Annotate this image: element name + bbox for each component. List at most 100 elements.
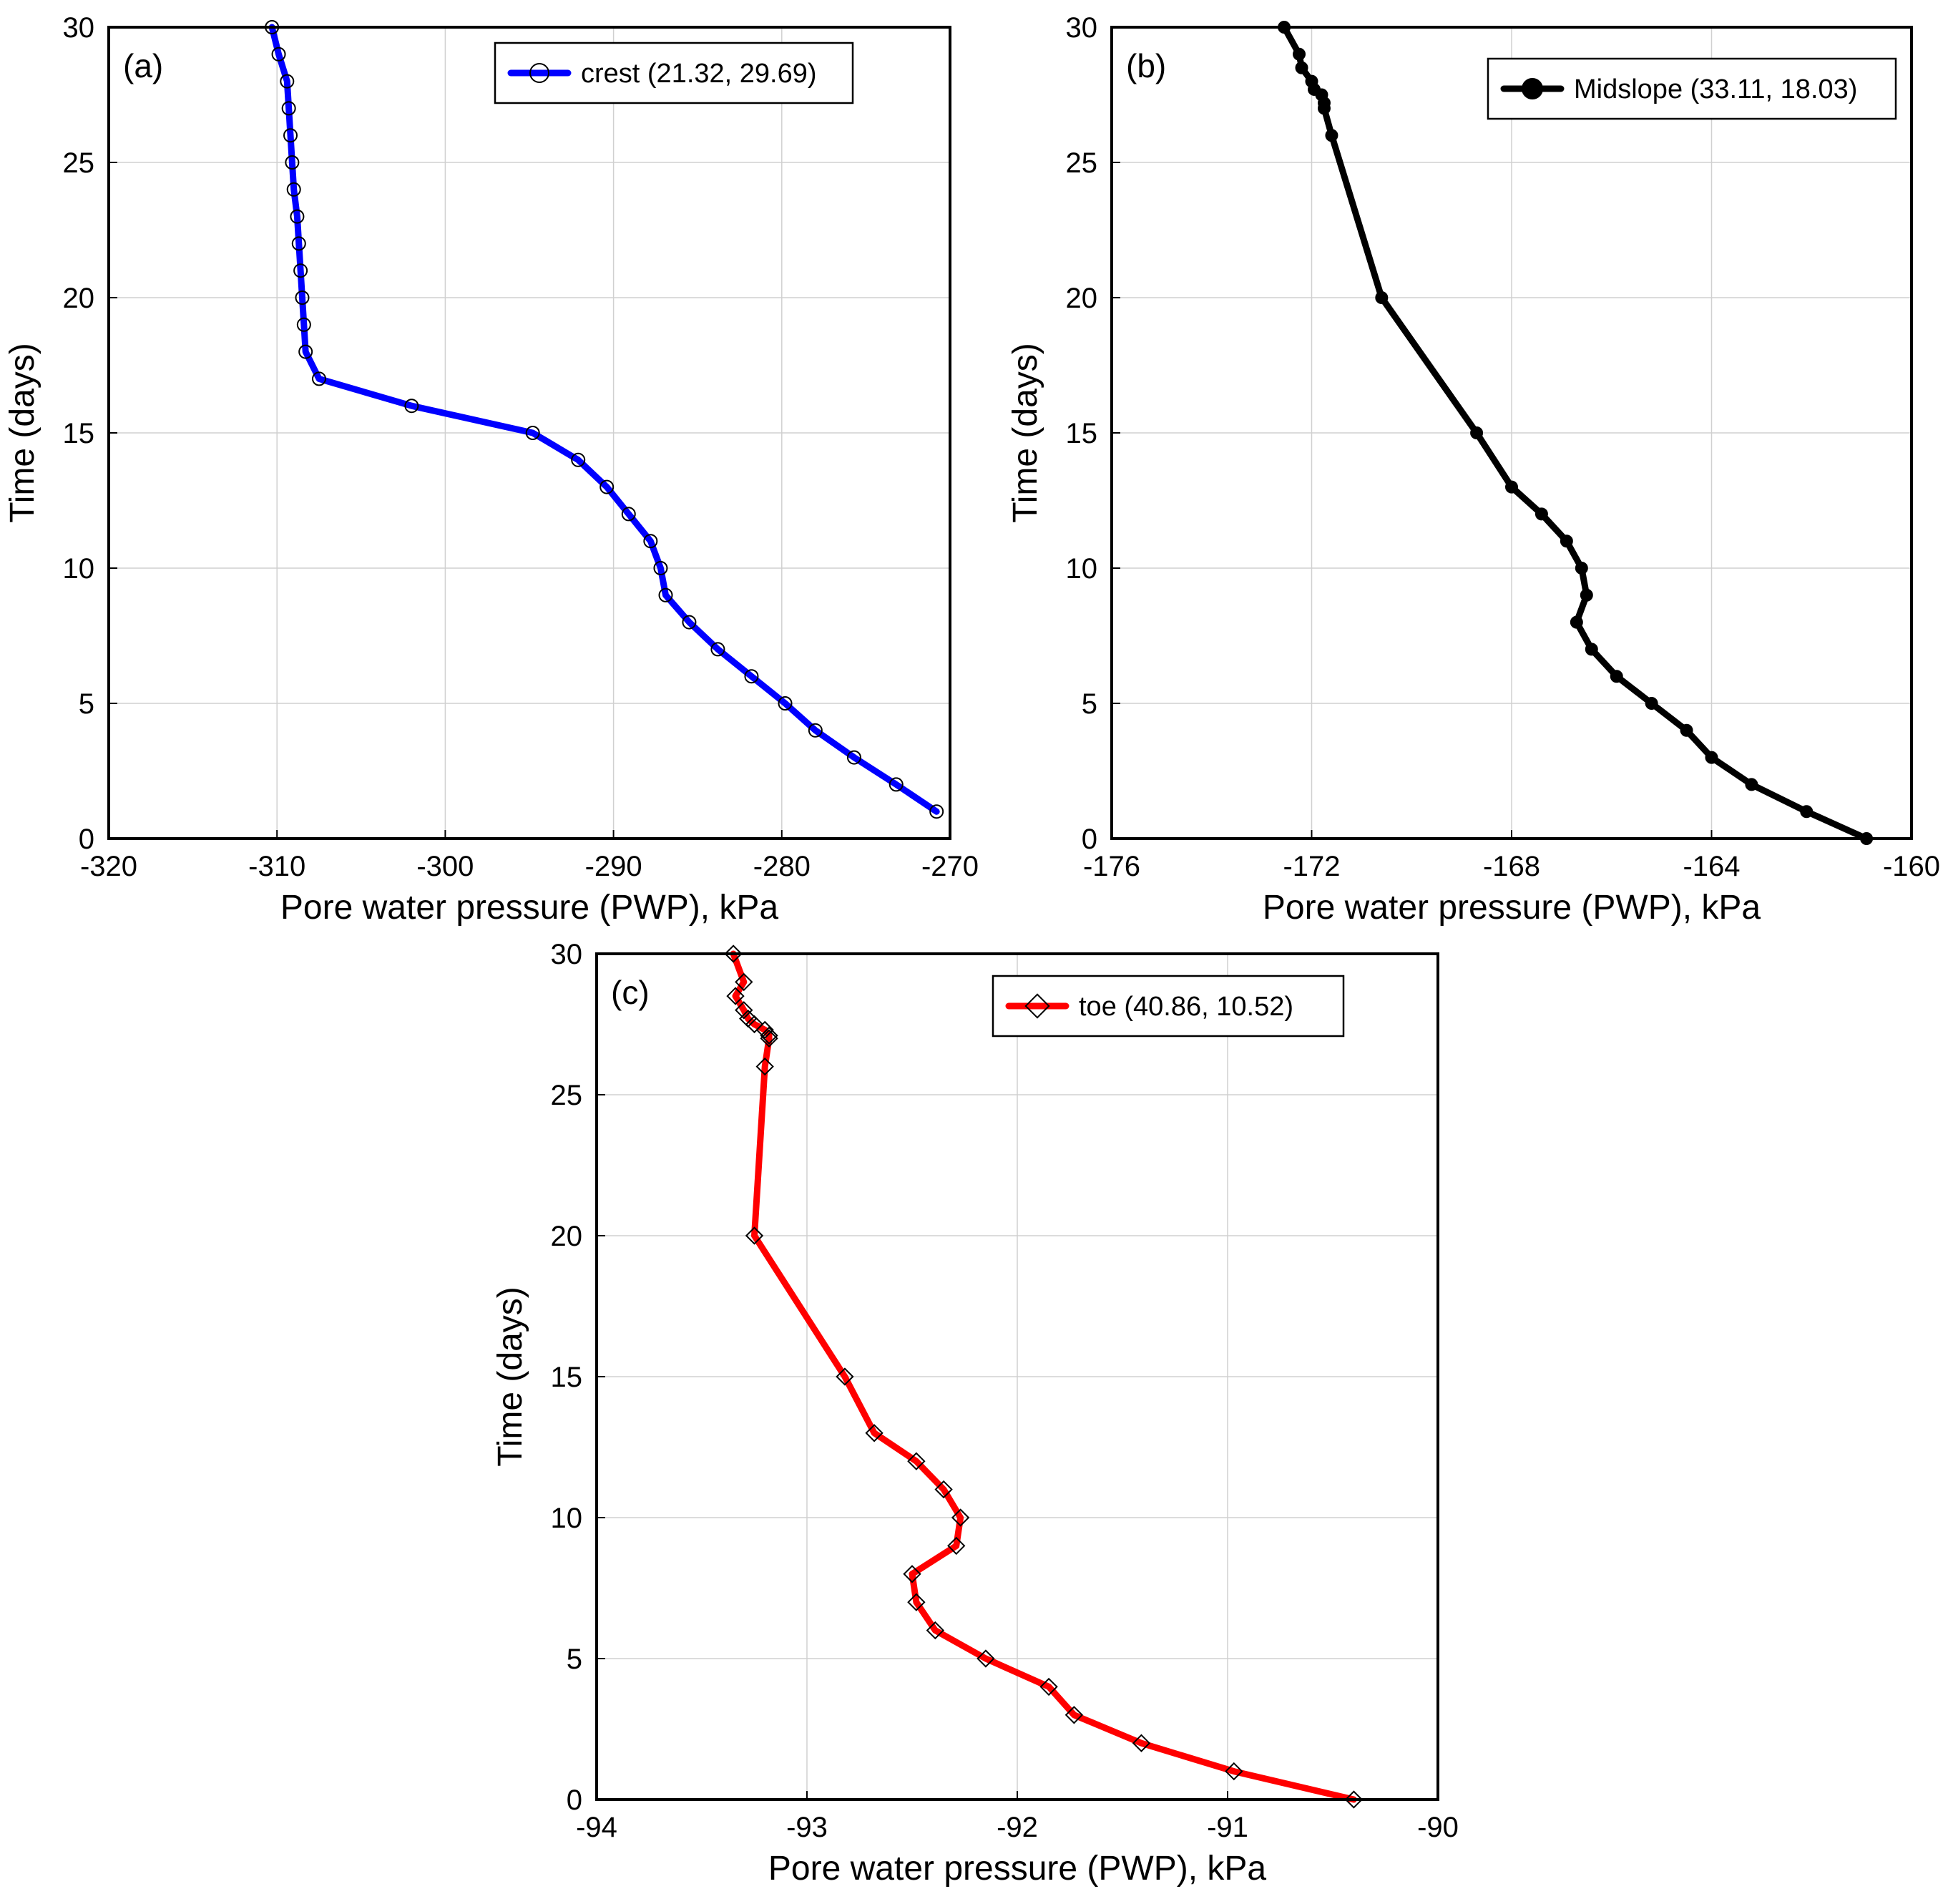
data-point (643, 534, 658, 549)
x-tick-label: -91 (1207, 1812, 1248, 1843)
data-point (735, 1001, 753, 1020)
data-point (744, 669, 759, 684)
legend: crest (21.32, 29.69) (494, 42, 854, 104)
data-point (1317, 102, 1331, 115)
data-point (1680, 723, 1693, 737)
data-point (903, 1565, 921, 1583)
data-point (1570, 615, 1583, 629)
data-point (621, 507, 636, 522)
legend-marker (529, 63, 549, 83)
data-point (1585, 643, 1598, 656)
data-point (1132, 1734, 1151, 1752)
x-tick-label: -320 (80, 851, 137, 882)
y-tick-label: 20 (551, 1221, 583, 1252)
data-point (889, 777, 904, 792)
data-point (525, 426, 540, 440)
data-point (1534, 507, 1548, 521)
panel-label: (c) (611, 974, 650, 1011)
data-point (298, 344, 313, 359)
data-point (280, 74, 295, 89)
data-point (1470, 426, 1484, 439)
data-point (682, 615, 697, 630)
y-tick-label: 5 (567, 1644, 582, 1675)
x-axis-title: Pore water pressure (PWP), kPa (280, 889, 779, 927)
y-tick-label: 30 (63, 12, 95, 44)
legend-marker (1024, 993, 1050, 1019)
plot-frame (1110, 26, 1913, 840)
chart-panel-2: -94 -93 -92 -91 -90 0 5 10 15 20 25 30 Pore water pr… (491, 939, 1459, 1888)
chart-panel-1: -176 -172 -168 -164 -160 0 5 10 15 20 25 30 Pore wat… (1007, 12, 1940, 927)
y-tick-label: 0 (567, 1785, 582, 1816)
data-point (285, 155, 300, 170)
data-point (290, 209, 305, 224)
data-point (745, 1226, 764, 1245)
y-tick-label: 15 (63, 418, 95, 449)
y-tick-label: 15 (551, 1362, 583, 1393)
data-point (1705, 751, 1718, 764)
data-point (846, 750, 861, 765)
panel-label: (a) (123, 47, 163, 84)
data-point (312, 371, 326, 386)
data-point (1295, 61, 1308, 74)
data-point (755, 1020, 774, 1040)
data-point (951, 1508, 970, 1527)
data-point (286, 182, 301, 197)
data-point (283, 128, 298, 143)
legend: toe (40.86, 10.52) (992, 975, 1345, 1038)
y-tick-label: 10 (1066, 553, 1098, 585)
data-point (281, 101, 296, 116)
data-point (1375, 291, 1389, 304)
data-point (295, 291, 310, 305)
data-point (1560, 534, 1573, 548)
legend: Midslope (33.11, 18.03) (1487, 57, 1897, 120)
y-tick-label: 15 (1066, 418, 1098, 449)
data-point (571, 452, 586, 467)
y-tick-label: 5 (79, 688, 94, 720)
x-axis-title: Pore water pressure (PWP), kPa (1263, 889, 1761, 927)
data-point (907, 1452, 926, 1470)
data-point (907, 1593, 926, 1611)
legend-marker (1522, 78, 1543, 99)
x-tick-label: -164 (1683, 851, 1740, 882)
data-point (836, 1367, 854, 1386)
y-tick-label: 25 (63, 147, 95, 179)
x-tick-label: -92 (997, 1812, 1038, 1843)
data-point (755, 1057, 774, 1076)
data-point (1325, 129, 1338, 142)
data-point (296, 317, 311, 332)
y-tick-label: 30 (551, 939, 583, 970)
data-point (778, 696, 793, 711)
x-tick-label: -176 (1083, 851, 1140, 882)
series-line-0 (268, 24, 940, 815)
x-tick-label: -300 (416, 851, 474, 882)
y-tick-label: 25 (1066, 147, 1098, 179)
data-point (1039, 1677, 1058, 1696)
x-tick-label: -93 (786, 1812, 828, 1843)
y-tick-label: 25 (551, 1080, 583, 1111)
y-tick-label: 0 (79, 824, 94, 855)
x-tick-label: -94 (576, 1812, 617, 1843)
x-tick-label: -290 (585, 851, 642, 882)
data-point (1745, 778, 1758, 791)
chart-panel-0: -320 -310 -300 -290 -280 -270 0 5 10 15 20 25 30 Pore… (4, 12, 979, 927)
data-point (599, 479, 615, 494)
y-tick-label: 0 (1082, 824, 1097, 855)
data-point (1575, 562, 1588, 575)
data-point (1064, 1706, 1084, 1724)
data-point (1225, 1762, 1243, 1781)
y-tick-label: 10 (63, 553, 95, 585)
x-tick-label: -172 (1283, 851, 1340, 882)
y-tick-label: 10 (551, 1503, 583, 1534)
x-axis-title: Pore water pressure (PWP), kPa (768, 1850, 1267, 1888)
x-tick-label: -160 (1883, 851, 1940, 882)
legend-label: toe (40.86, 10.52) (1079, 992, 1293, 1022)
data-point (271, 47, 286, 62)
series-line-0 (730, 950, 1357, 1803)
data-point (710, 642, 725, 657)
x-tick-label: -90 (1417, 1812, 1459, 1843)
data-point (745, 1015, 764, 1034)
panel-label: (b) (1126, 47, 1166, 84)
y-axis-title: Time (days) (1007, 343, 1044, 523)
legend-label: crest (21.32, 29.69) (581, 59, 817, 89)
data-point (1580, 588, 1593, 602)
